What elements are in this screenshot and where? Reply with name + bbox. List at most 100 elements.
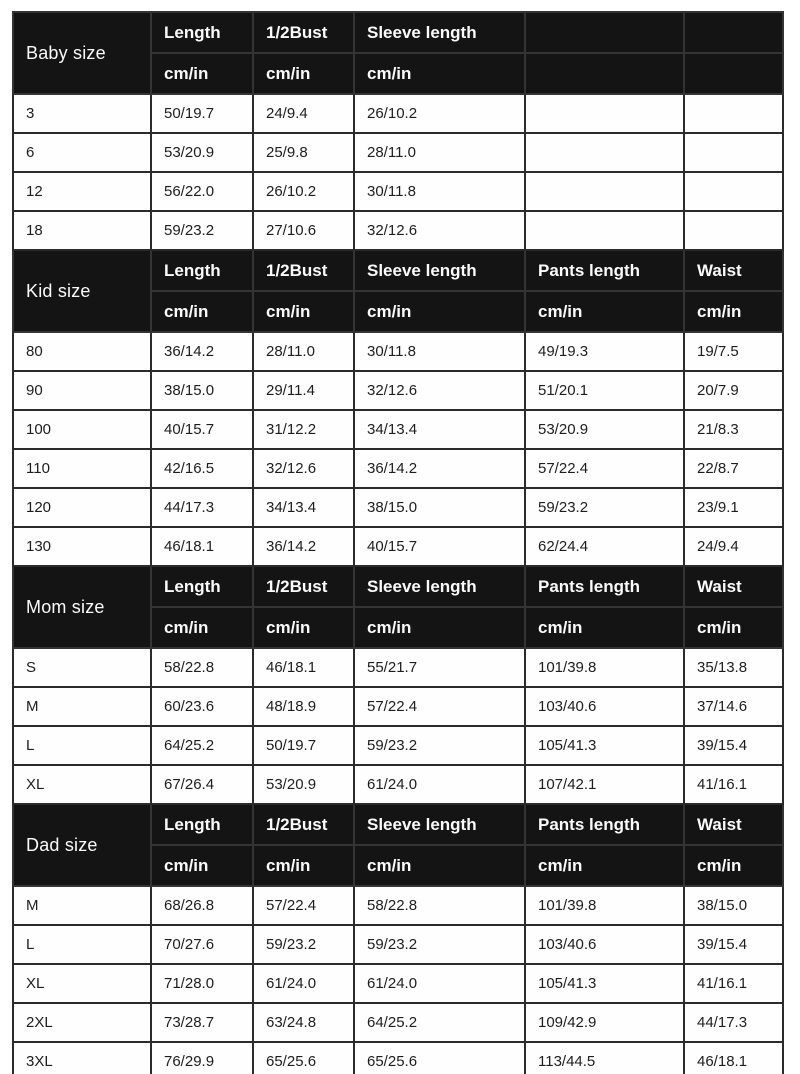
unit-label: cm/in <box>353 606 526 649</box>
column-header: Pants length <box>524 249 685 292</box>
cell-value: 40/15.7 <box>353 526 526 567</box>
units-row: cm/in cm/in cm/in cm/in cm/in <box>13 290 784 333</box>
section-label: Kid size <box>12 249 152 333</box>
cell-value: 31/12.2 <box>252 409 355 450</box>
unit-label: cm/in <box>524 844 685 887</box>
column-header: Waist <box>683 803 784 846</box>
unit-label <box>683 52 784 95</box>
cell-value: 46/18.1 <box>252 647 355 688</box>
cell-value: 38/15.0 <box>353 487 526 528</box>
size-row: XL 71/28.0 61/24.0 61/24.0 105/41.3 41/16.1 <box>12 963 784 1004</box>
cell-value: 20/7.9 <box>683 370 784 411</box>
row-size-label: 100 <box>12 409 152 450</box>
cell-value: 57/22.4 <box>252 885 355 926</box>
cell-value: 61/24.0 <box>353 764 526 805</box>
cell-value: 26/10.2 <box>353 93 526 134</box>
cell-value: 41/16.1 <box>683 963 784 1004</box>
unit-label: cm/in <box>353 844 526 887</box>
size-row: 90 38/15.0 29/11.4 32/12.6 51/20.1 20/7.9 <box>12 370 784 411</box>
column-header: Sleeve length <box>353 803 526 846</box>
cell-value: 60/23.6 <box>150 686 254 727</box>
cell-value: 109/42.9 <box>524 1002 685 1043</box>
cell-value: 59/23.2 <box>150 210 254 251</box>
cell-value: 38/15.0 <box>683 885 784 926</box>
cell-value: 44/17.3 <box>150 487 254 528</box>
column-header: Waist <box>683 249 784 292</box>
cell-value: 59/23.2 <box>353 924 526 965</box>
size-row: S 58/22.8 46/18.1 55/21.7 101/39.8 35/13.8 <box>12 647 784 688</box>
cell-value: 53/20.9 <box>252 764 355 805</box>
column-header: Waist <box>683 565 784 608</box>
size-row: 6 53/20.9 25/9.8 28/11.0 <box>12 132 784 173</box>
cell-value: 59/23.2 <box>252 924 355 965</box>
row-size-label: 12 <box>12 171 152 212</box>
cell-value <box>524 93 685 134</box>
cell-value: 24/9.4 <box>252 93 355 134</box>
cell-value: 24/9.4 <box>683 526 784 567</box>
cell-value: 57/22.4 <box>353 686 526 727</box>
cell-value: 58/22.8 <box>150 647 254 688</box>
cell-value: 48/18.9 <box>252 686 355 727</box>
cell-value: 103/40.6 <box>524 686 685 727</box>
cell-value: 65/25.6 <box>353 1041 526 1074</box>
unit-label: cm/in <box>353 290 526 333</box>
cell-value: 56/22.0 <box>150 171 254 212</box>
size-row: 18 59/23.2 27/10.6 32/12.6 <box>12 210 784 251</box>
row-size-label: XL <box>12 764 152 805</box>
cell-value: 23/9.1 <box>683 487 784 528</box>
cell-value: 49/19.3 <box>524 331 685 372</box>
size-chart-body: Baby size Length 1/2Bust Sleeve length cm/in… <box>12 11 784 1074</box>
cell-value: 51/20.1 <box>524 370 685 411</box>
unit-label: cm/in <box>252 52 355 95</box>
column-header: Sleeve length <box>353 11 526 54</box>
cell-value: 73/28.7 <box>150 1002 254 1043</box>
row-size-label: M <box>12 885 152 926</box>
row-size-label: 110 <box>12 448 152 489</box>
cell-value: 32/12.6 <box>252 448 355 489</box>
cell-value: 101/39.8 <box>524 647 685 688</box>
row-size-label: 130 <box>12 526 152 567</box>
cell-value: 28/11.0 <box>353 132 526 173</box>
size-row: L 70/27.6 59/23.2 59/23.2 103/40.6 39/15.4 <box>12 924 784 965</box>
section-label: Baby size <box>12 11 152 95</box>
cell-value: 26/10.2 <box>252 171 355 212</box>
cell-value: 70/27.6 <box>150 924 254 965</box>
row-size-label: L <box>12 725 152 766</box>
size-row: 120 44/17.3 34/13.4 38/15.0 59/23.2 23/9.1 <box>12 487 784 528</box>
size-chart-table: Baby size Length 1/2Bust Sleeve length cm/in… <box>12 11 784 1074</box>
column-header: Sleeve length <box>353 565 526 608</box>
size-row: 3XL 76/29.9 65/25.6 65/25.6 113/44.5 46/18.1 <box>12 1041 784 1074</box>
column-header: Pants length <box>524 565 685 608</box>
cell-value: 36/14.2 <box>150 331 254 372</box>
cell-value: 64/25.2 <box>150 725 254 766</box>
cell-value: 107/42.1 <box>524 764 685 805</box>
unit-label: cm/in <box>150 290 254 333</box>
cell-value: 30/11.8 <box>353 171 526 212</box>
unit-label: cm/in <box>353 52 526 95</box>
cell-value: 34/13.4 <box>252 487 355 528</box>
cell-value: 59/23.2 <box>353 725 526 766</box>
cell-value: 28/11.0 <box>252 331 355 372</box>
cell-value: 35/13.8 <box>683 647 784 688</box>
cell-value: 67/26.4 <box>150 764 254 805</box>
column-header: 1/2Bust <box>252 565 355 608</box>
unit-label: cm/in <box>524 606 685 649</box>
unit-label: cm/in <box>150 844 254 887</box>
size-row: 12 56/22.0 26/10.2 30/11.8 <box>12 171 784 212</box>
cell-value: 36/14.2 <box>252 526 355 567</box>
unit-label: cm/in <box>150 52 254 95</box>
cell-value: 113/44.5 <box>524 1041 685 1074</box>
cell-value: 105/41.3 <box>524 963 685 1004</box>
cell-value: 50/19.7 <box>252 725 355 766</box>
row-size-label: 80 <box>12 331 152 372</box>
unit-label: cm/in <box>252 606 355 649</box>
unit-label: cm/in <box>683 844 784 887</box>
unit-label: cm/in <box>683 606 784 649</box>
cell-value: 21/8.3 <box>683 409 784 450</box>
size-row: M 60/23.6 48/18.9 57/22.4 103/40.6 37/14.6 <box>12 686 784 727</box>
row-size-label: 3XL <box>12 1041 152 1074</box>
section-header-row: Dad size Length 1/2Bust Sleeve length Pants … <box>12 803 784 887</box>
row-size-label: XL <box>12 963 152 1004</box>
section-header-row: Baby size Length 1/2Bust Sleeve length <box>12 11 784 95</box>
column-header: Pants length <box>524 803 685 846</box>
